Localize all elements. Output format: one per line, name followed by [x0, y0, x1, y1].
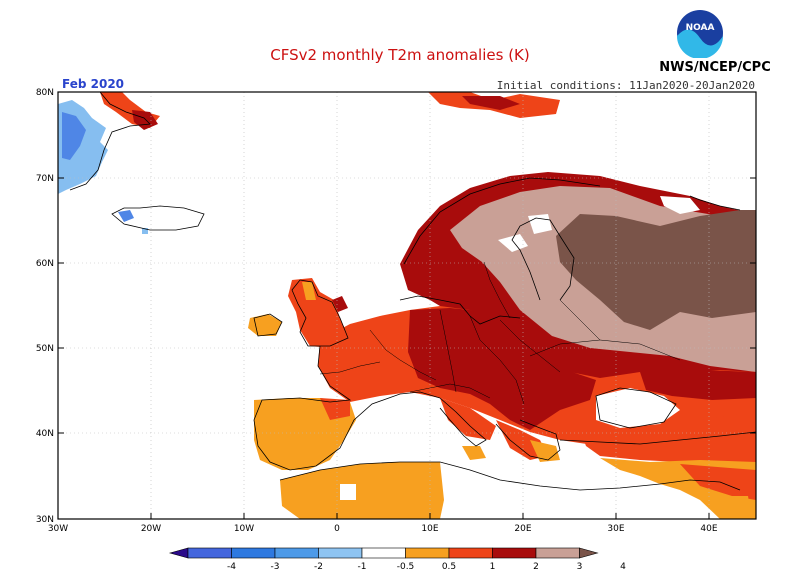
legend-swatch [318, 547, 363, 559]
legend-label: 3 [577, 562, 583, 572]
initial-conditions-label: Initial conditions: 11Jan2020-20Jan2020 [496, 79, 755, 92]
legend-label: -1 [358, 562, 367, 572]
legend-label: -4 [227, 562, 236, 572]
country-borders [319, 261, 681, 405]
lon-label-20e: 20E [514, 524, 531, 534]
lon-label-30e: 30E [607, 524, 624, 534]
legend-label: -0.5 [397, 562, 415, 572]
lat-label-40n: 40N [36, 429, 54, 439]
coastlines [69, 92, 756, 491]
legend-label: 4 [620, 562, 626, 572]
north-africa-warm-anomaly [280, 462, 444, 519]
legend-swatch [492, 547, 537, 559]
lat-label-70n: 70N [36, 174, 54, 184]
legend-label: -3 [271, 562, 280, 572]
legend-label: -2 [314, 562, 323, 572]
lon-label-10e: 10E [421, 524, 438, 534]
legend-swatch [231, 547, 276, 559]
legend-swatch [274, 547, 319, 559]
lon-label-0: 0 [334, 524, 340, 534]
legend-swatch [405, 547, 450, 559]
svg-text:NOAA: NOAA [686, 23, 715, 33]
month-label: Feb 2020 [62, 77, 125, 91]
legend-label: 2 [533, 562, 539, 572]
legend-label: 1 [490, 562, 496, 572]
legend-arrow-low [168, 547, 189, 559]
lon-label-20w: 20W [141, 524, 161, 534]
uk-warm-anomaly [288, 278, 350, 348]
lon-label-40e: 40E [700, 524, 717, 534]
lat-label-80n: 80N [36, 88, 54, 98]
legend-arrow-high [579, 547, 599, 559]
lon-label-30w: 30W [48, 524, 68, 534]
legend-swatch [535, 547, 580, 559]
noaa-logo-icon: NOAA [677, 10, 723, 58]
lon-label-10w: 10W [234, 524, 254, 534]
lat-label-30n: 30N [36, 515, 54, 525]
legend-swatch [448, 547, 493, 559]
legend-swatch [361, 547, 406, 559]
map-frame [57, 91, 757, 520]
organization-label: NWS/NCEP/CPC [659, 60, 771, 75]
russia-dark-brown-anomaly [556, 210, 756, 330]
chart-title: CFSv2 monthly T2m anomalies (K) [270, 46, 530, 64]
graticule [58, 92, 756, 519]
color-legend: -4 -3 -2 -1 -0.5 0.5 1 2 3 4 [168, 547, 626, 572]
legend-label: 0.5 [442, 562, 456, 572]
lat-label-50n: 50N [36, 344, 54, 354]
central-europe-dark-red [408, 308, 596, 430]
legend-swatch [187, 547, 232, 559]
lat-label-60n: 60N [36, 259, 54, 269]
